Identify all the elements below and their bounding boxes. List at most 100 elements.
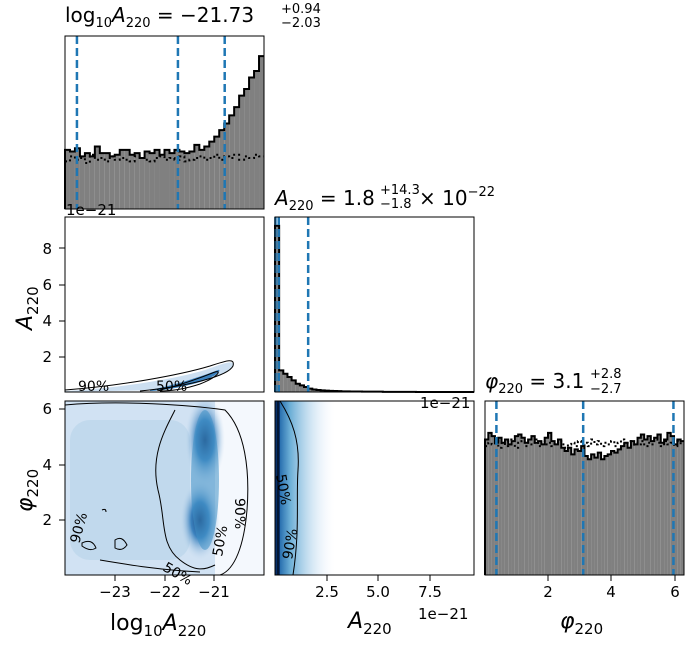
contour-label-90: 90% bbox=[280, 527, 301, 560]
hist-bar bbox=[275, 225, 280, 392]
contour-logA-A-panel: 90% 50% bbox=[64, 216, 265, 395]
hist-bar bbox=[627, 447, 631, 575]
ytick-4: 4 bbox=[42, 456, 52, 474]
hist-bar bbox=[194, 144, 200, 209]
hist-bar bbox=[557, 439, 562, 575]
hist-logA220-panel bbox=[64, 35, 265, 210]
hist-bar bbox=[591, 454, 595, 575]
hist-bar bbox=[508, 444, 512, 575]
hist-bar bbox=[249, 77, 255, 210]
hist-bar bbox=[607, 454, 612, 575]
hist-bar bbox=[114, 154, 120, 209]
panel-frame bbox=[484, 400, 685, 576]
xtick-m22: −22 bbox=[149, 583, 181, 601]
title-A220: A220 = 1.8 +14.3 −1.8 × 10−22 bbox=[273, 183, 495, 214]
hist-bar bbox=[169, 153, 175, 209]
hist-bar bbox=[654, 437, 658, 575]
hist-bar bbox=[647, 436, 651, 575]
hist-bar bbox=[295, 383, 300, 392]
hist-bar bbox=[548, 432, 552, 575]
xtick-m23: −23 bbox=[99, 583, 131, 601]
xlabel-logA220: log10A220 bbox=[110, 611, 206, 640]
hist-bar bbox=[561, 447, 565, 575]
hist-bar bbox=[554, 444, 558, 575]
hist-bar bbox=[544, 437, 549, 575]
hist-bar bbox=[601, 459, 605, 575]
panel-frame bbox=[274, 216, 475, 393]
contour-label-50: 50% bbox=[156, 379, 187, 395]
hist-bar bbox=[488, 432, 492, 575]
hist-bar bbox=[611, 451, 615, 575]
ylabel-A220: A220 bbox=[13, 286, 42, 332]
axis-ticks: 2 4 6 8 1e−21 2 4 6 −23 −22 −21 2.5 5.0 … bbox=[42, 201, 679, 623]
xtick-m21: −21 bbox=[198, 583, 230, 601]
hist-phi220-panel bbox=[484, 400, 685, 576]
hist-bar bbox=[680, 441, 684, 575]
hist-bar bbox=[69, 151, 75, 209]
hist-bar bbox=[604, 455, 608, 575]
hist-bar bbox=[567, 447, 572, 575]
hist-bar bbox=[304, 387, 309, 392]
hist-bar bbox=[234, 107, 240, 209]
hist-outline bbox=[274, 224, 474, 393]
hist-bar bbox=[528, 439, 532, 575]
ytick-2: 2 bbox=[42, 511, 52, 529]
hist-bar bbox=[65, 149, 70, 209]
hist-bar bbox=[514, 436, 519, 575]
hist-bar bbox=[494, 442, 499, 575]
contour-label-50: 50% bbox=[272, 473, 293, 506]
hist-bar bbox=[239, 95, 245, 209]
hist-bar bbox=[312, 389, 317, 392]
hist-bar bbox=[650, 441, 655, 575]
hist-bar bbox=[139, 158, 145, 209]
hist-bar bbox=[174, 149, 180, 209]
xtick-7-5: 7.5 bbox=[418, 583, 442, 601]
hist-bar bbox=[291, 380, 296, 392]
contour-label-90: 90% bbox=[78, 379, 109, 395]
hist-bar bbox=[571, 454, 575, 575]
xtick-2-5: 2.5 bbox=[315, 583, 339, 601]
hist-bar bbox=[84, 153, 90, 209]
hist-bar bbox=[634, 444, 638, 575]
xlabel-phi220: φ220 bbox=[560, 609, 603, 638]
hist-bar bbox=[630, 441, 635, 575]
hist-bar bbox=[89, 156, 95, 209]
hist-bar bbox=[524, 442, 529, 575]
hist-bar bbox=[501, 442, 505, 575]
ytick-2: 2 bbox=[42, 348, 52, 366]
hist-bar bbox=[677, 439, 681, 575]
hist-bar bbox=[614, 452, 618, 575]
hist-bar bbox=[129, 154, 135, 209]
hist-bar bbox=[541, 444, 545, 575]
hist-bar bbox=[214, 136, 220, 209]
hist-bar bbox=[74, 148, 80, 209]
hist-bar bbox=[283, 373, 288, 392]
hist-bar bbox=[109, 156, 115, 209]
hist-bar bbox=[279, 370, 284, 392]
svg-text:× 10−22: × 10−22 bbox=[419, 185, 495, 210]
hist-bar bbox=[531, 436, 535, 575]
hist-bar bbox=[144, 151, 150, 209]
hist-bar bbox=[184, 153, 190, 209]
title-logA220: log10A220 = −21.73 +0.94 −2.03 bbox=[65, 2, 321, 31]
ytick-4: 4 bbox=[42, 312, 52, 330]
hist-bar bbox=[674, 444, 678, 575]
svg-text:−2.7: −2.7 bbox=[590, 382, 622, 397]
hist-bar bbox=[564, 451, 568, 575]
hist-bar bbox=[597, 452, 602, 575]
ytick-8: 8 bbox=[42, 240, 52, 258]
hist-bar bbox=[551, 441, 555, 575]
hist-bar bbox=[538, 441, 542, 575]
contour-A-phi-panel: 50% 90% bbox=[272, 400, 475, 576]
hist-bar bbox=[574, 449, 578, 575]
contour-50-line bbox=[159, 371, 219, 392]
hist-bar bbox=[79, 156, 85, 209]
hist-bar bbox=[664, 439, 668, 575]
hist-bar bbox=[485, 439, 489, 575]
hist-bar bbox=[219, 130, 225, 209]
hist-bar bbox=[660, 442, 665, 575]
svg-text:−1.8: −1.8 bbox=[380, 197, 412, 212]
panel-frame bbox=[64, 35, 265, 210]
hist-bar bbox=[229, 115, 235, 209]
